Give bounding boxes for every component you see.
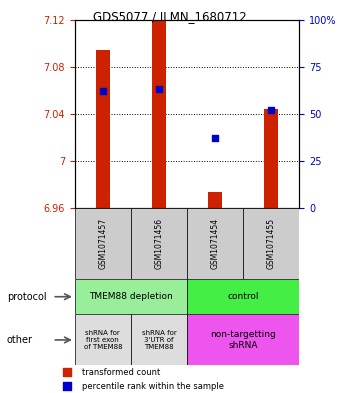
Bar — [131, 208, 187, 279]
Text: shRNA for
3'UTR of
TMEM88: shRNA for 3'UTR of TMEM88 — [141, 330, 176, 350]
Bar — [264, 109, 278, 208]
Text: TMEM88 depletion: TMEM88 depletion — [89, 292, 173, 301]
Text: GDS5077 / ILMN_1680712: GDS5077 / ILMN_1680712 — [93, 10, 247, 23]
Bar — [187, 279, 299, 314]
Bar — [96, 50, 110, 208]
Text: percentile rank within the sample: percentile rank within the sample — [82, 382, 224, 391]
Bar — [152, 20, 166, 208]
Text: GSM1071455: GSM1071455 — [267, 218, 276, 269]
Text: GSM1071456: GSM1071456 — [154, 218, 164, 269]
Text: other: other — [7, 335, 33, 345]
Text: control: control — [227, 292, 259, 301]
Bar — [243, 208, 299, 279]
Point — [65, 369, 70, 376]
Bar — [75, 314, 131, 365]
Text: protocol: protocol — [7, 292, 47, 302]
Point — [156, 86, 162, 93]
Text: transformed count: transformed count — [82, 368, 160, 377]
Point — [100, 88, 105, 94]
Text: GSM1071454: GSM1071454 — [210, 218, 220, 269]
Text: GSM1071457: GSM1071457 — [98, 218, 107, 269]
Bar — [187, 208, 243, 279]
Bar — [131, 314, 187, 365]
Bar — [208, 192, 222, 208]
Text: shRNA for
first exon
of TMEM88: shRNA for first exon of TMEM88 — [84, 330, 122, 350]
Point — [212, 135, 218, 141]
Bar — [75, 279, 187, 314]
Text: non-targetting
shRNA: non-targetting shRNA — [210, 330, 276, 350]
Bar — [187, 314, 299, 365]
Bar — [75, 208, 131, 279]
Point — [65, 383, 70, 389]
Point — [268, 107, 274, 113]
